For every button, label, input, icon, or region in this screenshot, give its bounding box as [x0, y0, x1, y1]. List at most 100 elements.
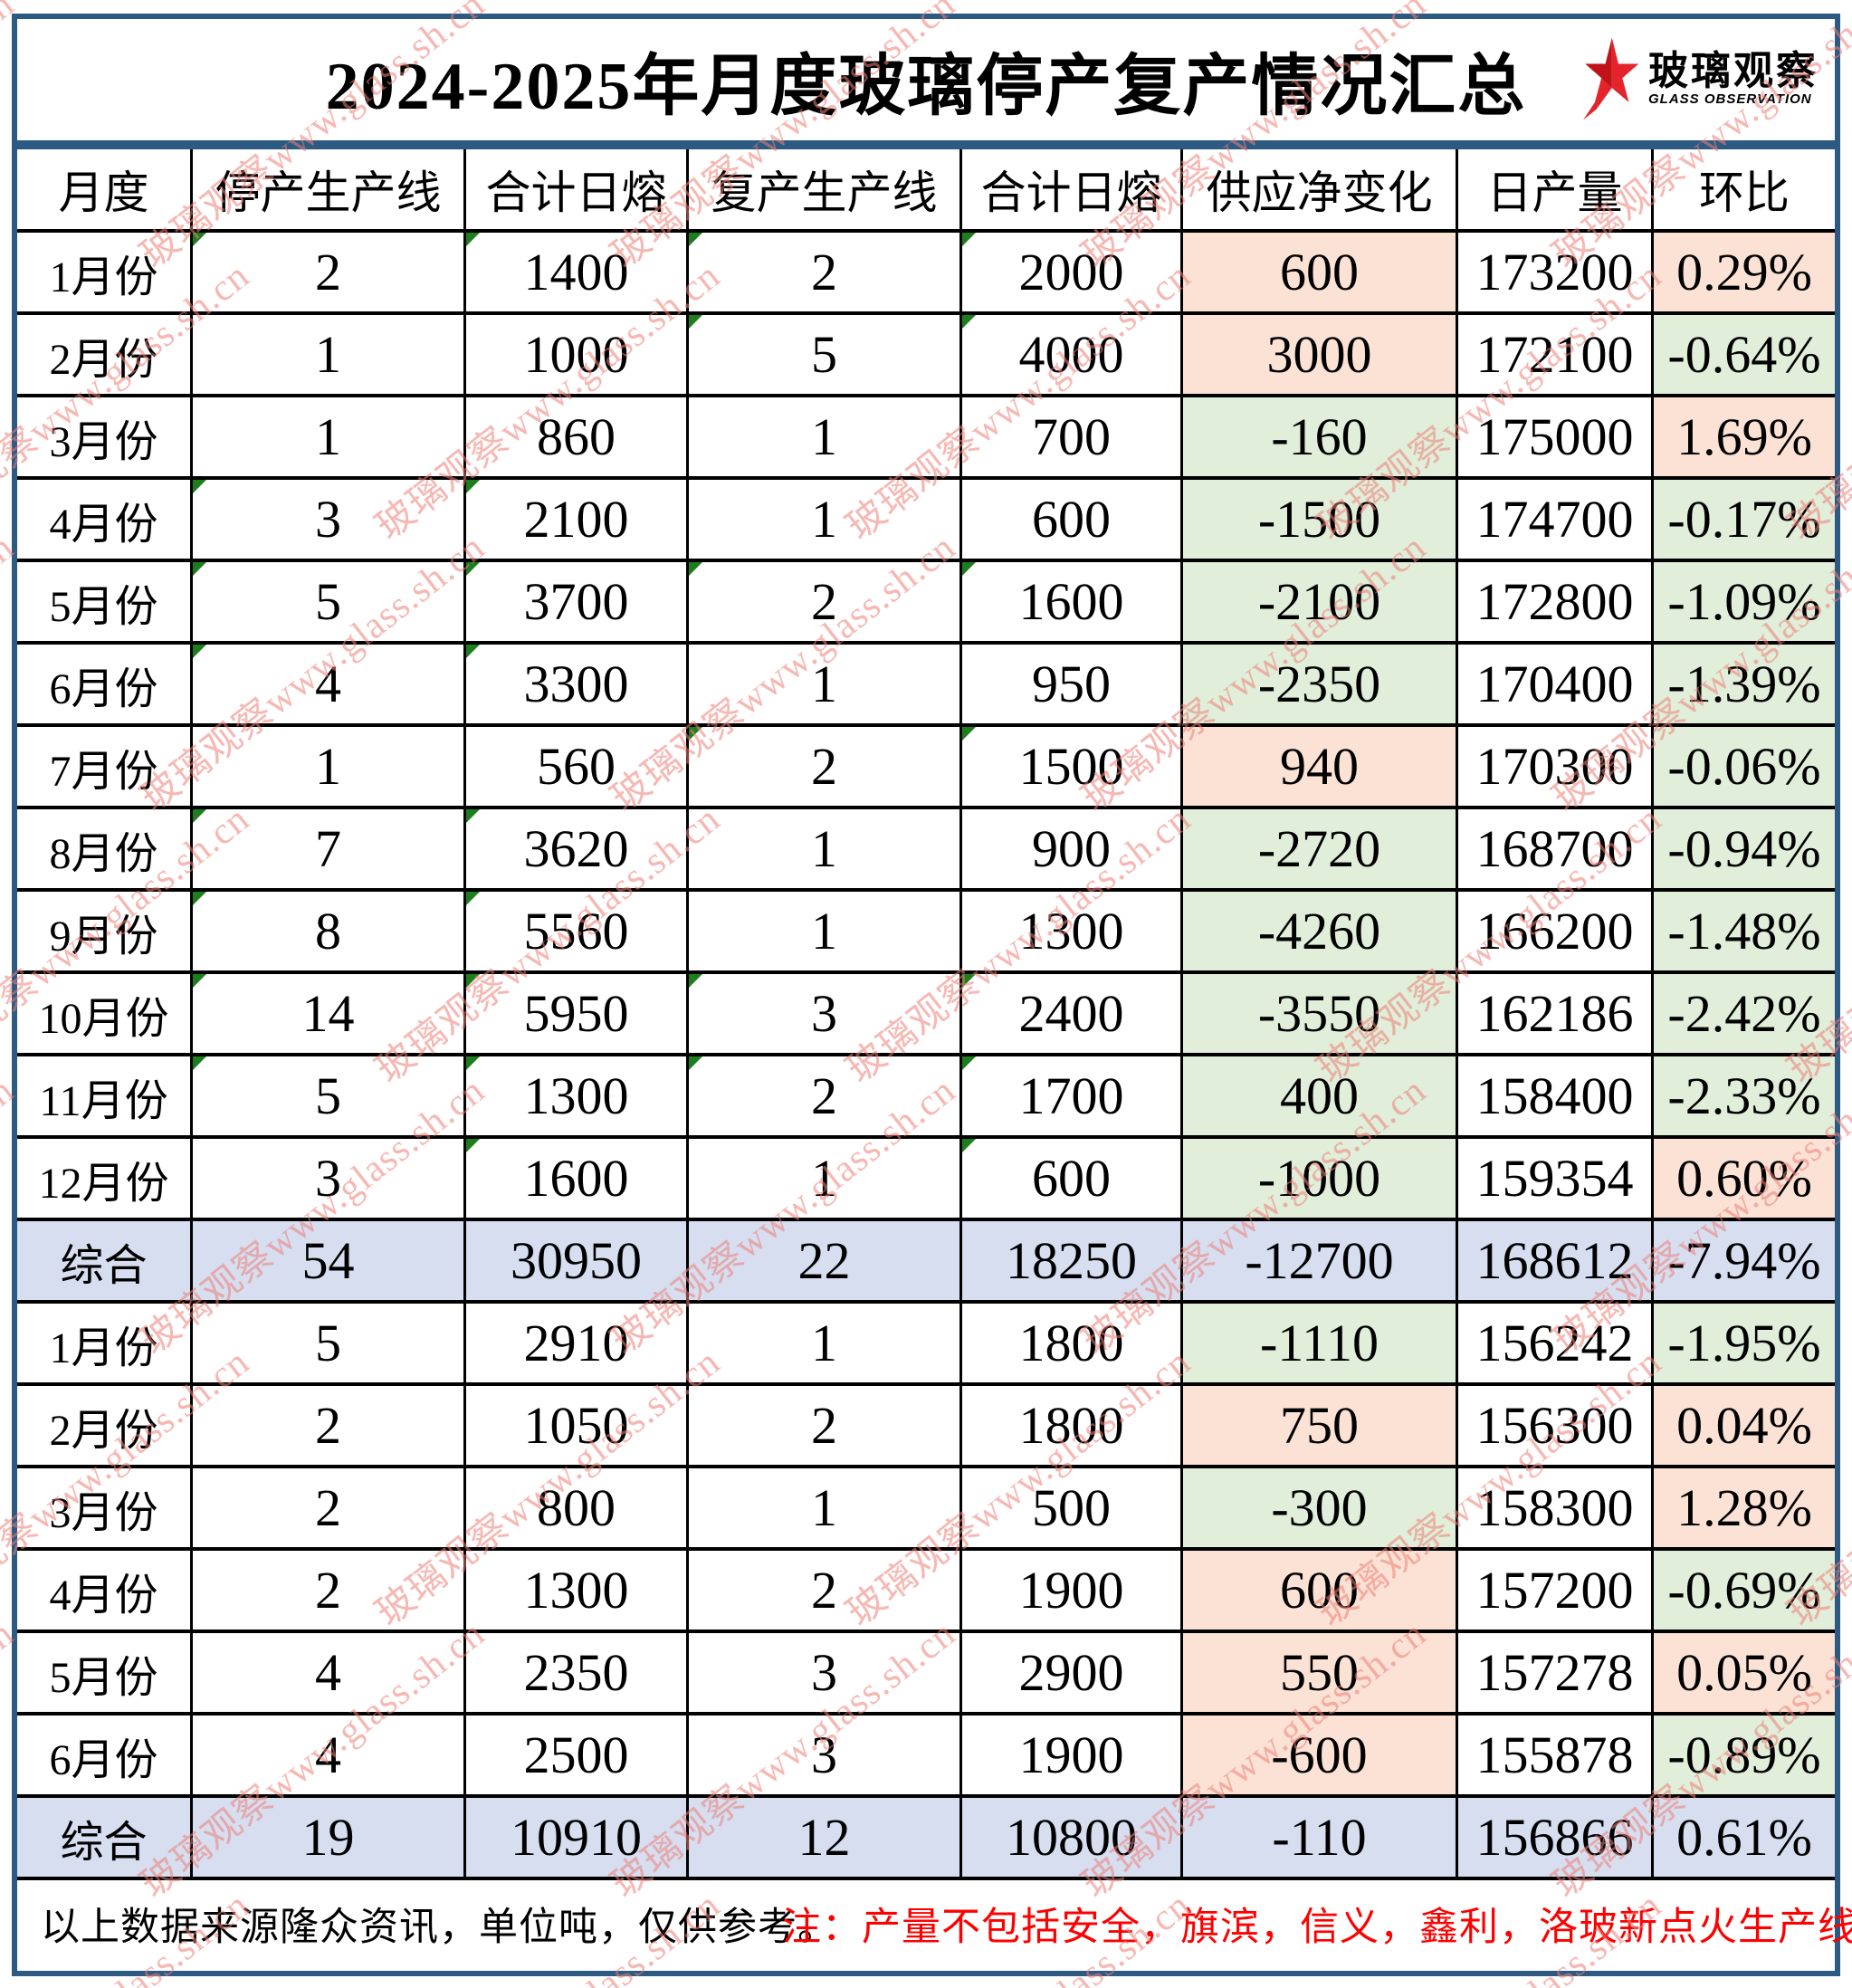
table-cell: -0.06% — [1654, 727, 1835, 809]
table-row: 11月份 5 1300 2 1700 400 158400 -2.33% — [17, 1056, 1835, 1139]
table-cell: 1 — [193, 397, 466, 480]
table-cell: 172800 — [1458, 562, 1654, 645]
table-cell: 3 — [689, 974, 962, 1056]
table-cell: 550 — [1183, 1633, 1458, 1716]
table-cell: 4000 — [962, 315, 1183, 397]
table-cell: -2100 — [1183, 562, 1458, 645]
table-cell: 155878 — [1458, 1716, 1654, 1798]
table-cell: -1.95% — [1654, 1304, 1835, 1386]
table-cell: 1 — [689, 1468, 962, 1551]
logo-text: 玻璃观察 GLASS OBSERVATION — [1648, 49, 1819, 107]
table-cell: -0.64% — [1654, 315, 1835, 397]
table-cell: 2 — [193, 1386, 466, 1468]
table-cell: 2900 — [962, 1633, 1183, 1716]
table-cell: 2 — [689, 233, 962, 315]
table-cell: 156866 — [1458, 1798, 1654, 1880]
table-cell: 22 — [689, 1221, 962, 1304]
table-row: 4月份 2 1300 2 1900 600 157200 -0.69% — [17, 1551, 1835, 1633]
table-cell: 1 — [689, 645, 962, 727]
table-cell: -2.33% — [1654, 1056, 1835, 1139]
table-cell: -1000 — [1183, 1139, 1458, 1221]
table-cell: 1000 — [466, 315, 689, 397]
table-cell: 0.29% — [1654, 233, 1835, 315]
table-cell: 1900 — [962, 1716, 1183, 1798]
table-cell: 162186 — [1458, 974, 1654, 1056]
table-cell: 159354 — [1458, 1139, 1654, 1221]
table-cell: -2720 — [1183, 809, 1458, 892]
table-row: 8月份 7 3620 1 900 -2720 168700 -0.94% — [17, 809, 1835, 892]
table-cell: 2100 — [466, 480, 689, 562]
table-row: 5月份 5 3700 2 1600 -2100 172800 -1.09% — [17, 562, 1835, 645]
table-cell: -4260 — [1183, 892, 1458, 974]
table-cell: -2.42% — [1654, 974, 1835, 1056]
brand-logo: 玻璃观察 GLASS OBSERVATION — [1574, 35, 1819, 122]
month-cell: 8月份 — [17, 809, 193, 892]
table-cell: 900 — [962, 809, 1183, 892]
table-cell: 1.28% — [1654, 1468, 1835, 1551]
table-cell: 168612 — [1458, 1221, 1654, 1304]
table-cell: 600 — [962, 1139, 1183, 1221]
table-cell: 170400 — [1458, 645, 1654, 727]
page-title: 2024-2025年月度玻璃停产复产情况汇总 — [325, 49, 1527, 124]
table-cell: 3300 — [466, 645, 689, 727]
column-header: 日产量 — [1458, 149, 1654, 233]
table-cell: 1600 — [962, 562, 1183, 645]
table-cell: -0.89% — [1654, 1716, 1835, 1798]
table-cell: 2400 — [962, 974, 1183, 1056]
title-band: 2024-2025年月度玻璃停产复产情况汇总 玻璃观察 GLASS OBSERV… — [17, 19, 1835, 140]
table-cell: 1900 — [962, 1551, 1183, 1633]
table-cell: 157200 — [1458, 1551, 1654, 1633]
table-cell: -1.09% — [1654, 562, 1835, 645]
table-cell: 1700 — [962, 1056, 1183, 1139]
table-cell: 0.60% — [1654, 1139, 1835, 1221]
table-cell: 600 — [1183, 1551, 1458, 1633]
table-cell: 5560 — [466, 892, 689, 974]
table-cell: 7 — [193, 809, 466, 892]
table-cell: 172100 — [1458, 315, 1654, 397]
month-cell: 1月份 — [17, 1304, 193, 1386]
table-cell: 1 — [689, 1139, 962, 1221]
table-row: 3月份 2 800 1 500 -300 158300 1.28% — [17, 1468, 1835, 1551]
logo-name: 玻璃观察 — [1648, 49, 1819, 94]
table-cell: 1300 — [466, 1551, 689, 1633]
table-cell: 700 — [962, 397, 1183, 480]
table-cell: 800 — [466, 1468, 689, 1551]
table-cell: 14 — [193, 974, 466, 1056]
month-cell: 6月份 — [17, 1716, 193, 1798]
table-cell: 1800 — [962, 1304, 1183, 1386]
table-cell: -1.48% — [1654, 892, 1835, 974]
table-cell: 156242 — [1458, 1304, 1654, 1386]
table-cell: 5 — [193, 562, 466, 645]
table-cell: 3 — [193, 1139, 466, 1221]
table-row: 5月份 4 2350 3 2900 550 157278 0.05% — [17, 1633, 1835, 1716]
title-divider — [17, 140, 1835, 149]
month-cell: 2月份 — [17, 1386, 193, 1468]
month-cell: 综合 — [17, 1221, 193, 1304]
table-cell: -160 — [1183, 397, 1458, 480]
table-row: 9月份 8 5560 1 1300 -4260 166200 -1.48% — [17, 892, 1835, 974]
table-cell: 10910 — [466, 1798, 689, 1880]
table-cell: 166200 — [1458, 892, 1654, 974]
table-cell: 1 — [689, 809, 962, 892]
table-cell: 2 — [193, 1551, 466, 1633]
table-cell: 3000 — [1183, 315, 1458, 397]
table-cell: 2500 — [466, 1716, 689, 1798]
table-cell: 500 — [962, 1468, 1183, 1551]
table-cell: 560 — [466, 727, 689, 809]
table-row: 3月份 1 860 1 700 -160 175000 1.69% — [17, 397, 1835, 480]
month-cell: 11月份 — [17, 1056, 193, 1139]
month-cell: 12月份 — [17, 1139, 193, 1221]
header-row: 月度 停产生产线 合计日熔 复产生产线 合计日熔 供应净变化 日产量 环比 — [17, 149, 1835, 233]
footer-note-text: 注：产量不包括安全，旗滨，信义，鑫利，洛玻新点火生产线 — [782, 1907, 1852, 1949]
table-cell: -0.17% — [1654, 480, 1835, 562]
month-cell: 3月份 — [17, 1468, 193, 1551]
table-row: 7月份 1 560 2 1500 940 170300 -0.06% — [17, 727, 1835, 809]
column-header: 合计日熔 — [466, 149, 689, 233]
table-cell: -0.69% — [1654, 1551, 1835, 1633]
table-cell: 3620 — [466, 809, 689, 892]
footer: 以上数据来源隆众资讯，单位吨，仅供参考。 注：产量不包括安全，旗滨，信义，鑫利，… — [17, 1880, 1852, 1967]
table-cell: -12700 — [1183, 1221, 1458, 1304]
table-cell: 0.04% — [1654, 1386, 1835, 1468]
table-cell: 10800 — [962, 1798, 1183, 1880]
table-cell: -0.94% — [1654, 809, 1835, 892]
